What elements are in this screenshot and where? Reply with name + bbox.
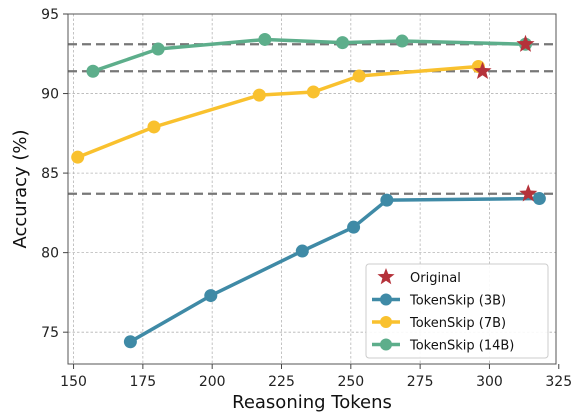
- x-axis-label: Reasoning Tokens: [232, 392, 392, 413]
- y-tick-label: 80: [41, 246, 59, 262]
- y-axis-label: Accuracy (%): [10, 129, 31, 248]
- series-1: [71, 60, 485, 164]
- original-star: [519, 184, 538, 202]
- x-tick-label: 200: [199, 374, 226, 390]
- data-point: [204, 289, 218, 303]
- data-point: [352, 69, 366, 83]
- x-tick-label: 225: [268, 374, 295, 390]
- series-line: [128, 196, 542, 344]
- x-tick-label: 150: [60, 374, 87, 390]
- legend-star-marker: [377, 268, 395, 285]
- legend-label: TokenSkip (14B): [409, 339, 514, 354]
- y-tick-label: 75: [41, 325, 59, 341]
- original-star: [473, 61, 492, 79]
- data-point: [532, 192, 546, 206]
- data-point: [295, 244, 309, 258]
- data-point: [252, 88, 266, 102]
- legend-label: TokenSkip (3B): [409, 294, 506, 309]
- data-point: [151, 42, 165, 56]
- series-line: [75, 64, 481, 159]
- original-star: [516, 34, 535, 52]
- data-point: [395, 34, 409, 48]
- x-tick-label: 250: [337, 374, 364, 390]
- data-point: [380, 193, 394, 207]
- data-point: [336, 36, 349, 50]
- original-markers: [473, 34, 538, 202]
- legend-entry: TokenSkip (7B): [372, 316, 506, 331]
- x-tick-label: 175: [129, 374, 156, 390]
- data-point: [258, 32, 272, 46]
- legend-entry: TokenSkip (14B): [372, 338, 514, 354]
- data-point: [306, 85, 320, 99]
- x-tick-label: 325: [545, 374, 571, 390]
- legend-entry: TokenSkip (3B): [372, 293, 506, 309]
- series-line: [91, 37, 528, 74]
- x-tick-label: 300: [476, 374, 503, 390]
- series-0: [123, 192, 546, 349]
- x-tick-label: 275: [407, 374, 434, 390]
- y-tick-label: 95: [41, 7, 59, 23]
- legend-marker: [380, 293, 392, 306]
- y-tick-label: 85: [41, 166, 59, 182]
- data-point: [86, 64, 100, 78]
- data-point: [123, 335, 137, 349]
- x-tick-labels: 150 175 200 225 250 275 300 325: [60, 364, 571, 390]
- legend: Original TokenSkip (3B) TokenSkip (7B) Toke…: [365, 263, 549, 359]
- legend-marker: [380, 338, 392, 351]
- y-tick-labels: 75 80 85 90 95: [41, 7, 68, 341]
- data-point: [347, 220, 361, 234]
- y-tick-label: 90: [41, 87, 59, 103]
- legend-entry: Original: [377, 268, 461, 286]
- data-point: [147, 120, 161, 134]
- data-point: [71, 150, 85, 164]
- legend-box: [365, 263, 549, 359]
- legend-label: TokenSkip (7B): [409, 316, 506, 331]
- legend-label: Original: [410, 271, 461, 286]
- plot-frame: [67, 13, 557, 365]
- legend-marker: [380, 316, 392, 328]
